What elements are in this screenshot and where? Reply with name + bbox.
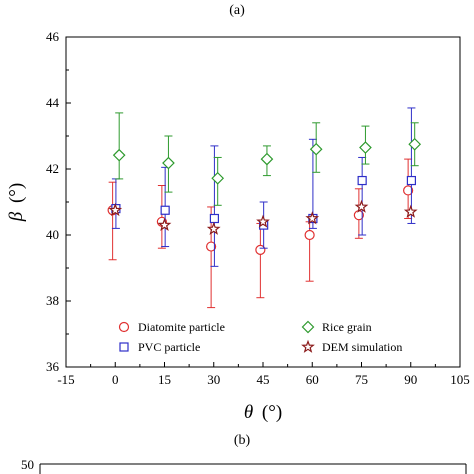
data-point bbox=[255, 244, 266, 255]
legend-label-dem-simulation: DEM simulation bbox=[322, 340, 402, 354]
panel-b-label: (b) bbox=[234, 433, 251, 448]
data-point bbox=[112, 148, 126, 162]
y-axis-symbol: β bbox=[6, 211, 27, 222]
x-tick-label: 0 bbox=[112, 372, 119, 387]
data-marks bbox=[107, 107, 422, 309]
x-axis-symbol: θ bbox=[244, 402, 253, 423]
x-axis-title: θ (°) bbox=[244, 402, 282, 423]
y-tick-label: 46 bbox=[46, 29, 60, 44]
legend: Diatomite particle PVC particle Rice grain… bbox=[118, 320, 402, 354]
data-point bbox=[256, 214, 270, 228]
x-tick-label: 45 bbox=[257, 372, 270, 387]
y-tick-label: 38 bbox=[46, 293, 59, 308]
x-tick-label: 30 bbox=[207, 372, 220, 387]
series-dem-simulation bbox=[108, 199, 418, 235]
data-point bbox=[206, 241, 217, 252]
data-point bbox=[304, 229, 315, 241]
panel-a-label: (a) bbox=[229, 3, 245, 18]
data-point bbox=[211, 171, 225, 185]
x-tick-label: 75 bbox=[355, 372, 368, 387]
x-tick-label: 90 bbox=[404, 372, 417, 387]
data-point bbox=[305, 211, 320, 225]
y-tick-label: 42 bbox=[46, 161, 59, 176]
data-point bbox=[403, 204, 418, 218]
legend-marker-diatomite-particle bbox=[118, 321, 130, 333]
series-diatomite-particle bbox=[107, 158, 414, 309]
y-axis-unit: (°) bbox=[6, 183, 27, 203]
panel-b-y-tick-label: 50 bbox=[21, 457, 34, 472]
legend-marker-dem-simulation bbox=[301, 339, 315, 353]
x-tick-label: 105 bbox=[450, 372, 470, 387]
legend-label-pvc-particle: PVC particle bbox=[138, 340, 200, 354]
data-point bbox=[162, 156, 175, 170]
x-tick-label: -15 bbox=[57, 372, 74, 387]
x-axis-unit: (°) bbox=[262, 402, 282, 423]
y-axis-title: β (°) bbox=[6, 183, 27, 222]
legend-label-diatomite-particle: Diatomite particle bbox=[138, 320, 225, 334]
data-point bbox=[403, 185, 414, 196]
y-axis-ticks: 36 38 40 42 44 46 bbox=[46, 29, 71, 374]
data-point bbox=[408, 137, 422, 151]
series-pvc-particle bbox=[111, 107, 417, 267]
data-point bbox=[160, 205, 170, 215]
x-axis-ticks: -15 0 15 30 45 60 75 90 105 bbox=[57, 362, 470, 387]
y-tick-label: 36 bbox=[46, 359, 60, 374]
data-point bbox=[309, 142, 323, 156]
series-rice-grain bbox=[112, 112, 422, 206]
legend-label-rice-grain: Rice grain bbox=[322, 320, 372, 334]
data-point bbox=[157, 217, 172, 231]
data-point bbox=[209, 213, 220, 224]
x-tick-label: 15 bbox=[158, 372, 171, 387]
data-point bbox=[108, 203, 123, 217]
data-point bbox=[206, 221, 221, 235]
y-tick-label: 44 bbox=[46, 95, 60, 110]
x-tick-label: 60 bbox=[306, 372, 319, 387]
data-point bbox=[406, 175, 417, 186]
data-point bbox=[260, 152, 274, 166]
data-point bbox=[354, 199, 369, 213]
legend-marker-pvc-particle bbox=[119, 342, 129, 352]
data-point bbox=[357, 175, 367, 186]
y-tick-label: 40 bbox=[46, 227, 59, 242]
data-point bbox=[359, 141, 372, 154]
legend-marker-rice-grain bbox=[301, 320, 315, 334]
